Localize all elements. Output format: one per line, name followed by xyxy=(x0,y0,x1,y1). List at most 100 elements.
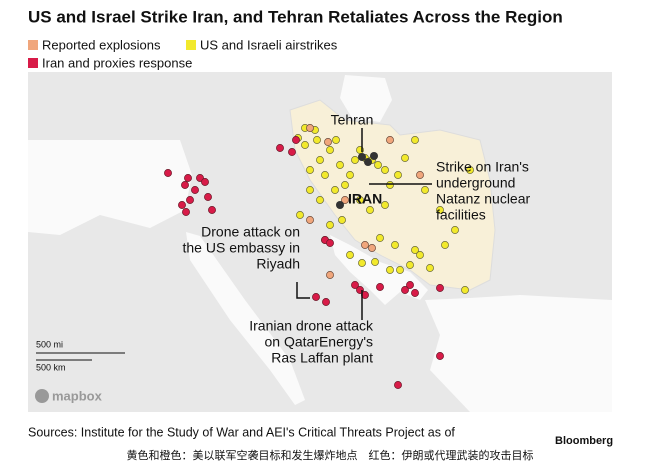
response-dot xyxy=(204,193,212,201)
airstrike-dot xyxy=(426,264,434,272)
airstrike-dot xyxy=(416,251,424,259)
annotation-line: Iranian drone attack xyxy=(249,318,374,334)
response-dot xyxy=(401,286,409,294)
airstrike-dot xyxy=(321,171,329,179)
legend-label: Reported explosions xyxy=(42,37,161,52)
mediterranean xyxy=(28,140,192,235)
response-dot xyxy=(191,186,199,194)
legend-label: Iran and proxies response xyxy=(42,55,192,70)
cluster-dot xyxy=(336,201,344,209)
airstrike-dot xyxy=(366,206,374,214)
response-dot xyxy=(182,208,190,216)
response-dot xyxy=(436,284,444,292)
airstrike-dot xyxy=(386,181,394,189)
tehran-label: Tehran xyxy=(331,112,374,128)
airstrike-dot xyxy=(411,246,419,254)
airstrike-dot xyxy=(381,201,389,209)
cluster-dot xyxy=(358,153,366,161)
annotation-line: Strike on Iran's xyxy=(436,159,529,175)
red-sea xyxy=(186,232,305,405)
response-dot xyxy=(184,174,192,182)
response-dot xyxy=(288,148,296,156)
legend-swatch xyxy=(28,40,38,50)
explosion-dot xyxy=(306,124,314,132)
airstrike-dot xyxy=(386,266,394,274)
airstrike-dot xyxy=(356,196,364,204)
arabian-sea xyxy=(425,295,612,412)
airstrike-dot xyxy=(326,221,334,229)
airstrike-dot xyxy=(374,161,382,169)
airstrike-dot xyxy=(358,259,366,267)
iran-label: IRAN xyxy=(348,191,382,207)
annotation-line: on QatarEnergy's xyxy=(264,334,373,350)
airstrike-dot xyxy=(316,156,324,164)
brand: Bloomberg xyxy=(555,435,613,447)
caspian xyxy=(340,75,392,122)
response-dot xyxy=(178,201,186,209)
response-dot xyxy=(276,144,284,152)
airstrike-dot xyxy=(381,166,389,174)
explosion-dot xyxy=(306,216,314,224)
airstrike-dot xyxy=(296,211,304,219)
response-dot xyxy=(208,206,216,214)
map: Tehran IRAN Strike on Iran'sundergroundN… xyxy=(28,72,612,412)
response-dot xyxy=(322,298,330,306)
airstrike-dot xyxy=(338,216,346,224)
response-dot xyxy=(181,181,189,189)
response-dot xyxy=(436,352,444,360)
event-dots xyxy=(164,124,474,389)
airstrike-dot xyxy=(346,251,354,259)
airstrike-dot xyxy=(332,136,340,144)
airstrike-dot xyxy=(351,156,359,164)
response-dot xyxy=(376,283,384,291)
annotation-line: facilities xyxy=(436,207,486,223)
annotation-line: Ras Laffan plant xyxy=(271,350,373,366)
airstrike-dot xyxy=(336,161,344,169)
legend-swatch xyxy=(28,58,38,68)
explosion-dot xyxy=(416,171,424,179)
response-dot xyxy=(351,281,359,289)
legend-swatch xyxy=(186,40,196,50)
explosion-dot xyxy=(324,138,332,146)
airstrike-dot xyxy=(306,186,314,194)
airstrike-dot xyxy=(313,136,321,144)
airstrike-dot xyxy=(451,226,459,234)
annotation-line: the US embassy in xyxy=(183,240,301,256)
cluster-dot xyxy=(364,158,372,166)
airstrike-dot xyxy=(396,266,404,274)
scale-label: 500 mi xyxy=(36,339,63,349)
attribution: mapbox xyxy=(52,388,103,403)
airstrike-dot xyxy=(316,196,324,204)
airstrike-dot xyxy=(406,261,414,269)
response-dot xyxy=(164,169,172,177)
response-dot xyxy=(292,136,300,144)
mapbox-logo xyxy=(35,389,49,403)
airstrike-dot xyxy=(306,166,314,174)
response-dot xyxy=(186,196,194,204)
response-dot xyxy=(201,178,209,186)
explosion-dot xyxy=(341,196,349,204)
airstrike-dot xyxy=(394,171,402,179)
airstrike-dot xyxy=(346,171,354,179)
response-dot xyxy=(394,381,402,389)
response-dot xyxy=(312,293,320,301)
airstrike-dot xyxy=(331,186,339,194)
airstrike-dot xyxy=(391,241,399,249)
annotation-line: underground xyxy=(436,175,515,191)
airstrike-dot xyxy=(326,146,334,154)
airstrike-dot xyxy=(466,166,474,174)
annotation-line: Natanz nuclear xyxy=(436,191,531,207)
response-dot xyxy=(411,289,419,297)
airstrike-dot xyxy=(376,234,384,242)
explosion-dot xyxy=(386,136,394,144)
cluster-dot xyxy=(370,152,378,160)
explosion-dot xyxy=(361,241,369,249)
response-dot xyxy=(406,281,414,289)
explosion-dot xyxy=(326,271,334,279)
sources: Sources: Institute for the Study of War … xyxy=(28,425,455,439)
response-dot xyxy=(326,239,334,247)
riyadh-leader xyxy=(296,282,310,299)
scale-label: 500 km xyxy=(36,362,66,372)
